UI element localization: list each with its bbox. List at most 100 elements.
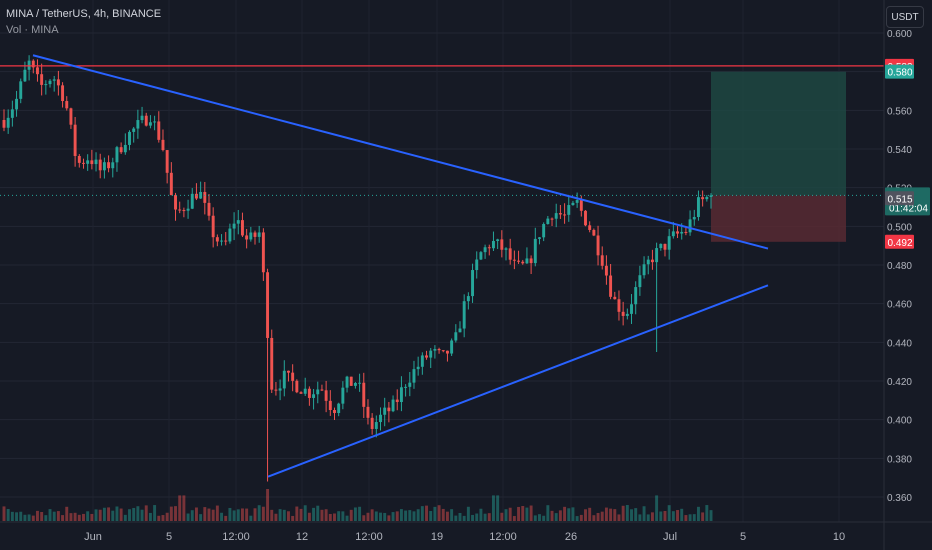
candle-body <box>504 248 508 250</box>
volume-bar <box>554 513 558 521</box>
candle-body <box>98 159 102 171</box>
candle-body <box>416 366 420 370</box>
candle-body <box>207 202 211 216</box>
candle-body <box>157 121 161 140</box>
volume-bar <box>487 513 491 521</box>
volume-bar <box>157 515 161 521</box>
candle-body <box>491 240 495 249</box>
volume-bar <box>525 507 529 521</box>
volume-bar <box>592 515 596 521</box>
candle-body <box>642 264 646 276</box>
candle-body <box>182 210 186 212</box>
candle-body <box>625 313 629 316</box>
x-tick-label: Jul <box>663 531 677 543</box>
volume-bar <box>2 506 6 521</box>
candle-body <box>450 340 454 354</box>
candle-body <box>546 218 550 225</box>
candle-body <box>249 232 253 240</box>
candle-body <box>609 275 613 297</box>
volume-bar <box>546 505 550 521</box>
volume-bar <box>249 515 253 521</box>
volume-bar <box>240 508 244 521</box>
volume-bar <box>136 506 140 521</box>
volume-bar <box>31 515 35 521</box>
candle-body <box>295 380 299 393</box>
candle-body <box>270 337 274 390</box>
volume-bar <box>529 505 533 521</box>
volume-bar <box>667 505 671 521</box>
volume-bar <box>483 513 487 521</box>
volume-bar <box>111 510 115 521</box>
candle-body <box>441 350 445 352</box>
candle-body <box>174 195 177 210</box>
candle-body <box>186 208 190 211</box>
volume-bar <box>207 508 211 521</box>
candle-body <box>90 160 94 165</box>
currency-unit-button[interactable]: USDT <box>886 6 924 28</box>
candle-body <box>701 197 705 200</box>
candle-body <box>303 388 307 394</box>
volume-bar <box>412 511 416 521</box>
volume-bar <box>48 509 52 521</box>
volume-bar <box>174 506 177 521</box>
volume-bar <box>287 511 290 521</box>
volume-bar <box>345 515 349 521</box>
volume-bar <box>266 489 270 521</box>
volume-bar <box>646 514 650 521</box>
candle-body <box>600 255 604 266</box>
volume-bar <box>383 512 387 521</box>
volume-bar <box>517 506 521 521</box>
descending-trendline <box>32 54 769 250</box>
volume-bar <box>90 513 94 521</box>
volume-bar <box>454 515 458 521</box>
target-tag-bg <box>885 64 914 79</box>
volume-bar <box>253 508 257 521</box>
y-tick-label: 0.600 <box>887 29 912 40</box>
candle-body <box>379 414 382 423</box>
candle-body <box>374 422 378 429</box>
candle-body <box>425 355 428 358</box>
volume-bar <box>44 515 48 521</box>
volume-bar <box>199 514 203 521</box>
candle-body <box>312 394 316 398</box>
volume-bar <box>186 513 190 521</box>
candle-body <box>671 231 675 237</box>
volume-bar <box>211 509 215 521</box>
volume-bar <box>320 509 324 521</box>
candle-body <box>77 155 81 163</box>
volume-bar <box>303 505 307 521</box>
volume-bar <box>634 508 638 521</box>
time-axis: Jun 5 12:00 12 12:00 19 12:00 26 Jul 5 10 <box>0 521 932 543</box>
volume-bar <box>475 513 479 521</box>
candle-body <box>370 417 374 429</box>
candle-body <box>550 218 554 220</box>
volume-bar <box>425 505 428 521</box>
candle-body <box>353 383 357 386</box>
candle-body <box>592 229 596 236</box>
x-tick-label: 5 <box>166 531 172 543</box>
volume-bar <box>567 508 571 521</box>
candle-body <box>278 388 282 391</box>
candle-body <box>27 60 31 70</box>
candle-body <box>123 144 127 153</box>
volume-bar <box>182 495 186 521</box>
candle-body <box>102 162 106 171</box>
candle-body <box>52 79 56 81</box>
volume-bar <box>220 512 224 521</box>
candle-body <box>383 407 387 415</box>
volume-bar <box>450 509 454 521</box>
candle-body <box>429 350 433 358</box>
candle-body <box>676 231 679 234</box>
candle-body <box>94 159 98 165</box>
volume-bar <box>512 516 516 521</box>
volume-bar <box>650 512 654 521</box>
volume-bar <box>333 513 336 521</box>
volume-bar <box>224 515 228 521</box>
y-tick-label: 0.420 <box>887 377 912 388</box>
candle-body <box>345 376 349 388</box>
x-tick-label: 19 <box>431 531 443 543</box>
volume-bar <box>291 515 295 521</box>
volume-bar <box>617 514 621 521</box>
candle-body <box>705 196 709 200</box>
volume-bar <box>119 508 123 521</box>
